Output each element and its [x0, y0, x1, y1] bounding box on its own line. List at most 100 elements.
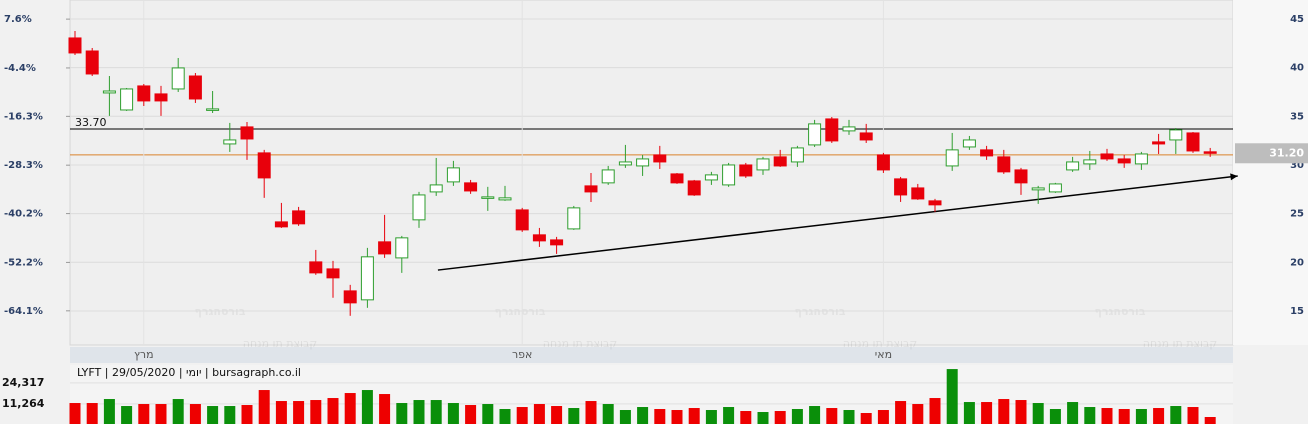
y2-tick-label: -28.3% [4, 160, 43, 171]
candle-body [722, 164, 736, 186]
volume-bar [740, 411, 752, 424]
candle-body [309, 261, 323, 274]
volume-bar [172, 399, 184, 424]
trendline [437, 175, 1238, 271]
volume-bar [791, 409, 803, 424]
plot-area [69, 0, 1234, 346]
volume-bar [447, 403, 459, 424]
volume-bar [568, 408, 580, 424]
watermark-sub: קבוצת תו מנחה [843, 337, 917, 350]
volume-bar [619, 410, 631, 424]
y2-tick-label: -16.3% [4, 111, 43, 122]
candle-body [636, 158, 650, 167]
volume-bar [1187, 407, 1199, 424]
volume-tick-label: 24,317 [2, 376, 44, 389]
candle-body [274, 221, 288, 228]
volume-bar [1015, 400, 1027, 424]
candle-body [859, 132, 873, 141]
candle-body [653, 154, 667, 163]
volume-bar [637, 407, 649, 424]
candle-body [584, 185, 598, 193]
volume-bar [809, 406, 821, 424]
volume-bar [1032, 403, 1044, 424]
volume-bar [654, 409, 666, 424]
watermark-sub: קבוצת תו מנחה [1143, 337, 1217, 350]
volume-bar [361, 390, 373, 424]
candle-body [137, 85, 151, 102]
volume-bar [843, 410, 855, 424]
candle-body [601, 169, 615, 184]
volume-bar [86, 403, 98, 424]
volume-bar [379, 394, 391, 424]
y2-tick-label: 7.6% [4, 14, 32, 25]
y-tick-label: 35 [1290, 111, 1304, 122]
volume-bar [482, 404, 494, 424]
volume-bar [1101, 408, 1113, 424]
y-tick-label: 30 [1290, 160, 1304, 171]
volume-bar [757, 412, 769, 424]
volume-bar [671, 410, 683, 424]
x-tick-label: מרץ [134, 348, 154, 361]
candle-body [876, 154, 890, 171]
candle-body [980, 149, 994, 157]
candle-body [997, 156, 1011, 173]
watermark-sub: קבוצת תו מנחה [543, 337, 617, 350]
candle-body [756, 158, 770, 171]
candle-body [429, 184, 443, 193]
candle-body [68, 37, 82, 54]
candle-body [1152, 141, 1166, 145]
volume-bar [293, 401, 305, 424]
volume-bar [998, 399, 1010, 424]
volume-bar [516, 407, 528, 424]
volume-bar [602, 404, 614, 424]
volume-bar [981, 402, 993, 424]
candle-body [223, 139, 237, 145]
volume-bar [723, 407, 735, 424]
candle-body [257, 152, 271, 179]
candle-body [911, 187, 925, 200]
volume-bar [499, 409, 511, 424]
candle-body [1186, 132, 1200, 152]
y2-tick-label: -4.4% [4, 63, 36, 74]
y-tick-label: 25 [1290, 209, 1304, 220]
candle-body [1014, 169, 1028, 184]
candle-body [567, 207, 581, 230]
candle-body [842, 126, 856, 132]
volume-tick-label: 11,264 [2, 397, 45, 410]
volume-bar [155, 404, 167, 424]
candle-body [1066, 161, 1080, 171]
volume-bar [1067, 402, 1079, 424]
month-strip [70, 347, 1233, 363]
volume-bar [465, 405, 477, 424]
volume-bar [929, 398, 941, 424]
candle-body [206, 108, 220, 111]
volume-bar [207, 406, 219, 424]
candle-body [326, 268, 340, 279]
candle-body [498, 197, 512, 201]
candle-body [464, 182, 478, 192]
candle-body [962, 139, 976, 148]
volume-bar [705, 410, 717, 424]
candle-body [515, 209, 529, 231]
candle-body [739, 164, 753, 177]
watermark: בורסהגרף [494, 305, 545, 318]
candle-body [1031, 187, 1045, 191]
candle-body [85, 50, 99, 75]
candle-body [395, 237, 409, 259]
candle-body [894, 178, 908, 196]
candle-body [1169, 129, 1183, 141]
y-tick-label: 40 [1290, 63, 1304, 74]
candle-body [532, 234, 546, 242]
candle-body [808, 123, 822, 146]
volume-bar [963, 402, 975, 424]
volume-bar [826, 408, 838, 424]
candle-body [1203, 151, 1217, 154]
volume-header: LYFT | 29/05/2020 | יומי | bursagraph.co… [77, 366, 301, 379]
horizontal-line-label: 33.70 [75, 116, 107, 129]
volume-bar [912, 404, 924, 424]
trendline-arrow [1230, 173, 1238, 181]
candle-body [102, 90, 116, 94]
watermark: בורסהגרף [1094, 305, 1145, 318]
volume-bar [551, 406, 563, 424]
